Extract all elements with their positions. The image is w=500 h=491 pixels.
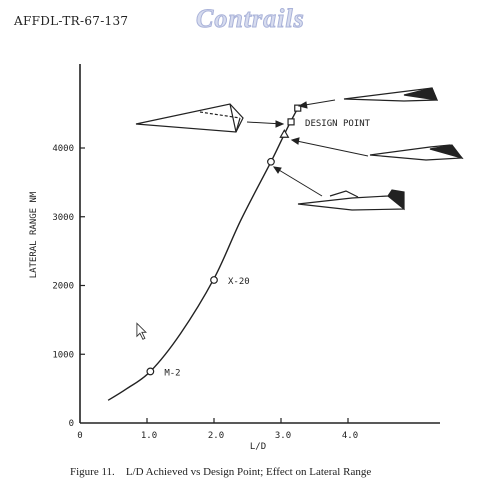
markers: M-2 X-20 DESIGN POINT: [146, 104, 371, 378]
figure-number: Figure 11.: [70, 466, 115, 478]
x-tick-label: 1.0: [141, 431, 157, 441]
axes: [79, 64, 440, 424]
ld-curve: [107, 107, 299, 401]
delta-glider-aircraft-icon: [135, 103, 244, 133]
data-point-circle: [210, 276, 218, 284]
data-point-circle: [267, 157, 275, 166]
watermark-logo: Contrails: [196, 4, 305, 34]
figure-caption-text: L/D Achieved vs Design Point; Effect on …: [125, 466, 372, 478]
report-id: AFFDL-TR-67-137: [14, 14, 129, 28]
x-tick-label: 0: [77, 431, 82, 441]
y-tick-label: 3000: [52, 213, 74, 223]
y-tick-label: 2000: [52, 282, 74, 292]
data-point-circle: [146, 367, 155, 376]
figure-caption: Figure 11. L/D Achieved vs Design Point;…: [70, 466, 371, 478]
y-tick-label: 1000: [52, 350, 74, 360]
x-tick-label: 2.0: [208, 431, 224, 441]
lifting-body-aircraft-icon-top: [343, 87, 438, 102]
data-point-square: [287, 118, 295, 126]
x-tick-label: 4.0: [342, 431, 358, 441]
annotation-arrows: [246, 99, 369, 197]
data-label: M-2: [164, 368, 180, 378]
data-label: X-20: [228, 277, 250, 287]
lifting-body-aircraft-icon-mid: [369, 144, 464, 161]
data-point-square: [294, 104, 302, 112]
x-axis-label: L/D: [250, 442, 266, 452]
data-label: DESIGN POINT: [305, 119, 371, 129]
mouse-cursor-icon: [136, 322, 147, 340]
y-tick-label: 4000: [52, 144, 74, 154]
x-tick-label: 3.0: [275, 431, 291, 441]
data-point-triangle: [279, 129, 290, 138]
ticks: 0 1.0 2.0 3.0 4.0 0 1000 2000 3000 4000: [52, 144, 358, 441]
winged-vehicle-aircraft-icon: [297, 189, 405, 211]
y-tick-label: 0: [69, 419, 74, 429]
y-axis-label: LATERAL RANGE NM: [29, 191, 39, 278]
